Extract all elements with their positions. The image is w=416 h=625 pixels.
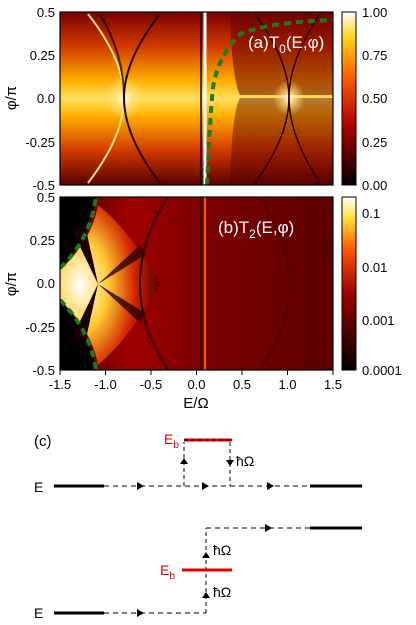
colorbar-b-ticks: 0.1 0.01 0.001 0.0001 bbox=[362, 206, 402, 378]
a-ytick-3: -0.25 bbox=[25, 135, 55, 150]
panel-a-heatmap bbox=[60, 12, 333, 185]
cbar-b-tick-0: 0.1 bbox=[362, 206, 380, 221]
panel-a-title: (a)T0(E,φ) bbox=[248, 33, 324, 56]
upper-e-label: E bbox=[34, 479, 43, 495]
xtick-1: -1.0 bbox=[94, 377, 116, 392]
upper-eb-label: Eb bbox=[164, 431, 179, 451]
panel-b-yticks: 0.5 0.25 0.0 -0.25 -0.5 bbox=[25, 190, 55, 378]
a-ytick-4: -0.5 bbox=[33, 178, 55, 193]
cbar-a-tick-2: 0.50 bbox=[362, 91, 387, 106]
xtick-4: 0.5 bbox=[233, 377, 251, 392]
cbar-b-tick-3: 0.0001 bbox=[362, 363, 402, 378]
b-ytick-1: 0.25 bbox=[30, 233, 55, 248]
lower-hbar-omega-1: ħΩ bbox=[213, 584, 231, 600]
xtick-2: -0.5 bbox=[140, 377, 162, 392]
cbar-b-tick-1: 0.01 bbox=[362, 260, 387, 275]
xtick-5: 1.0 bbox=[278, 377, 296, 392]
b-ytick-4: -0.5 bbox=[33, 363, 55, 378]
colorbar-a-ticks: 1.00 0.75 0.50 0.25 0.00 bbox=[362, 5, 387, 193]
upper-hbar-omega: ħΩ bbox=[236, 453, 254, 469]
b-ytick-2: 0.0 bbox=[37, 276, 55, 291]
x-ticks: -1.5 -1.0 -0.5 0.0 0.5 1.0 1.5 bbox=[49, 377, 342, 392]
panel-b-ylabel: φ/π bbox=[3, 272, 20, 296]
panel-a-ylabel: φ/π bbox=[3, 86, 20, 110]
colorbar-b bbox=[341, 196, 357, 371]
cbar-a-tick-3: 0.25 bbox=[362, 135, 387, 150]
a-ytick-0: 0.5 bbox=[37, 5, 55, 20]
panel-c-label: (c) bbox=[34, 433, 52, 450]
cbar-a-tick-1: 0.75 bbox=[362, 48, 387, 63]
a-ytick-1: 0.25 bbox=[30, 48, 55, 63]
a-ytick-2: 0.0 bbox=[37, 91, 55, 106]
cbar-a-tick-4: 0.00 bbox=[362, 178, 387, 193]
xtick-3: 0.0 bbox=[187, 377, 205, 392]
cbar-a-tick-0: 1.00 bbox=[362, 5, 387, 20]
colorbar-a bbox=[341, 11, 357, 186]
lower-e-label: E bbox=[34, 605, 43, 621]
panel-a-yticks: 0.5 0.25 0.0 -0.25 -0.5 bbox=[25, 5, 55, 193]
panel-c-diagram: (c) E Eb ħΩ E Eb ħΩ ħΩ bbox=[34, 431, 362, 621]
cbar-b-tick-2: 0.001 bbox=[362, 313, 395, 328]
panel-a-frame bbox=[59, 11, 334, 186]
x-axis-label: E/Ω bbox=[183, 395, 208, 412]
panel-b-title: (b)T2(E,φ) bbox=[218, 218, 294, 241]
b-ytick-0: 0.5 bbox=[37, 190, 55, 205]
xtick-0: -1.5 bbox=[49, 377, 71, 392]
panel-b-heatmap bbox=[60, 197, 333, 370]
lower-eb-label: Eb bbox=[160, 562, 175, 582]
x-tick-marks bbox=[59, 370, 334, 375]
b-ytick-3: -0.25 bbox=[25, 320, 55, 335]
lower-hbar-omega-2: ħΩ bbox=[213, 542, 231, 558]
xtick-6: 1.5 bbox=[324, 377, 342, 392]
